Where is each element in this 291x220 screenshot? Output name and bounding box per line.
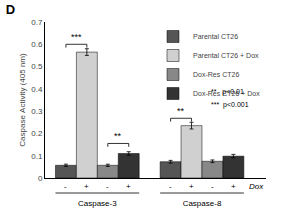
svg-text:0: 0 (38, 174, 43, 183)
svg-text:0.6: 0.6 (31, 40, 43, 49)
svg-text:-: - (64, 182, 67, 191)
svg-text:Parental CT26: Parental CT26 (193, 33, 238, 40)
svg-text:Parental CT26 + Dox: Parental CT26 + Dox (193, 52, 259, 59)
svg-text:0.7: 0.7 (31, 18, 43, 27)
svg-text:Dox-Res CT26 + Dox: Dox-Res CT26 + Dox (193, 90, 260, 97)
svg-text:**: ** (177, 106, 185, 116)
svg-text:0.1: 0.1 (31, 152, 43, 161)
svg-text:-: - (211, 182, 214, 191)
svg-text:Caspase-3: Caspase-3 (78, 199, 117, 208)
svg-text:+: + (231, 182, 236, 191)
svg-text:0.3: 0.3 (31, 107, 43, 116)
svg-text:-: - (169, 182, 172, 191)
svg-text:+: + (84, 182, 89, 191)
svg-text:Caspase Activity (405 nm): Caspase Activity (405 nm) (18, 53, 27, 147)
svg-text:*** p<0.001: *** p<0.001 (211, 101, 249, 109)
svg-text:Dox: Dox (249, 182, 264, 191)
svg-text:0.5: 0.5 (31, 62, 43, 71)
svg-text:***: *** (71, 32, 82, 42)
svg-text:**: ** (114, 131, 122, 141)
svg-text:** p<0.01: ** p<0.01 (211, 88, 244, 96)
svg-text:Dox-Res CT26: Dox-Res CT26 (193, 71, 239, 78)
svg-text:+: + (126, 182, 131, 191)
svg-text:-: - (106, 182, 109, 191)
svg-text:0.4: 0.4 (31, 85, 43, 94)
svg-text:Caspase-8: Caspase-8 (183, 199, 222, 208)
svg-text:D: D (6, 2, 15, 17)
svg-text:0.2: 0.2 (31, 129, 43, 138)
svg-text:+: + (189, 182, 194, 191)
